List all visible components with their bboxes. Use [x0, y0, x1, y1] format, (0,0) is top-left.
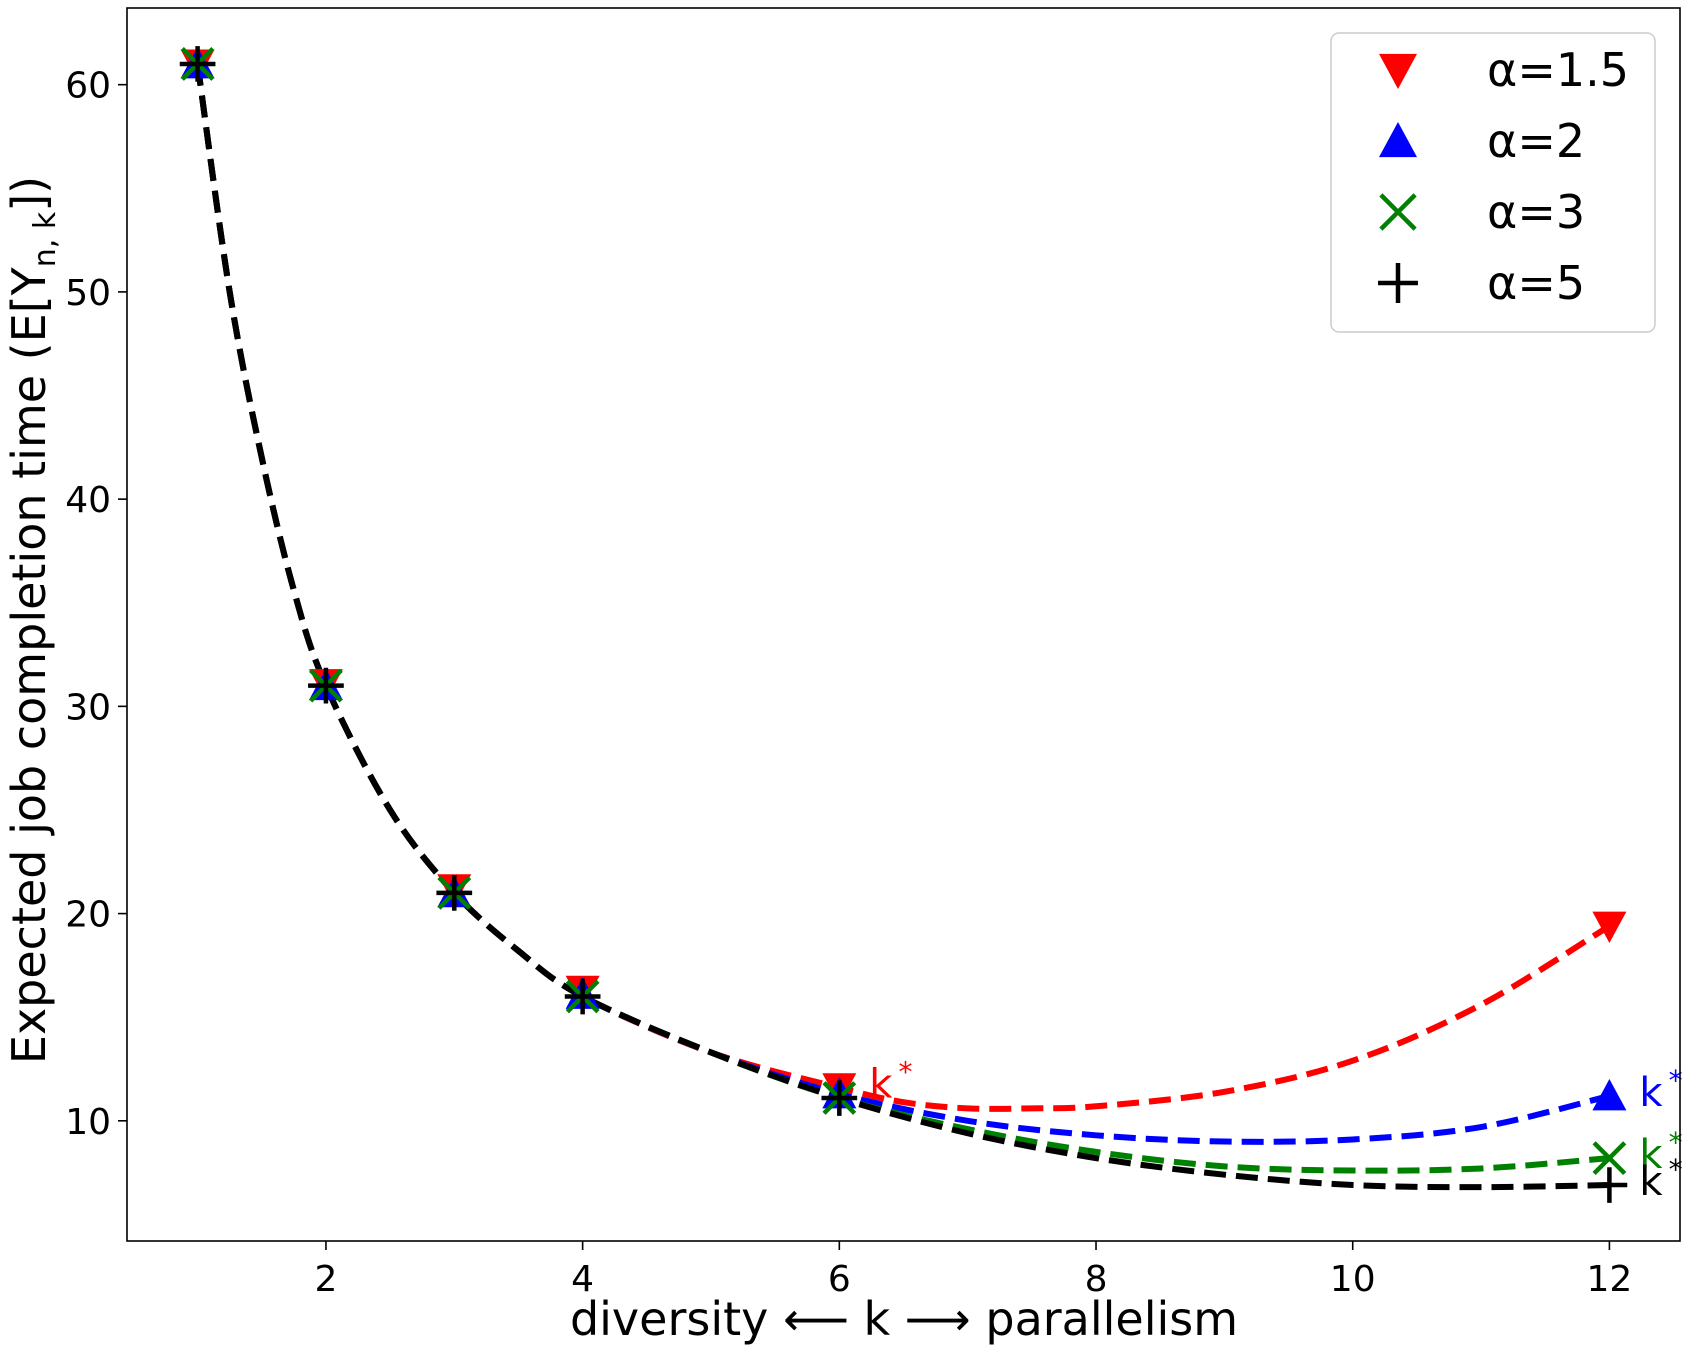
- x-tick-label-12: 12: [1587, 1259, 1633, 1300]
- y-tick-label-30: 30: [65, 687, 111, 728]
- kstar-annotation-letter: k: [1639, 1159, 1663, 1205]
- x-axis-ticks: 2 4 6 8 10 12: [314, 1241, 1632, 1300]
- kstar-annotation-2: k *: [1639, 1064, 1682, 1116]
- kstar-annotation-star: *: [1669, 1153, 1683, 1186]
- kstar-annotation-letter: k: [1639, 1132, 1663, 1178]
- y-axis-label-end: ]): [2, 176, 56, 212]
- legend-marker-3: [1379, 193, 1417, 231]
- legend-frame: [1330, 32, 1656, 333]
- plot-frame: [126, 7, 1681, 1242]
- curves-layer: [194, 63, 1611, 1191]
- data-point-series-4-k6: [821, 1080, 858, 1116]
- markers-layer: [179, 46, 1628, 1203]
- legend-label-4: α=5: [1487, 256, 1585, 310]
- y-tick-label-60: 60: [65, 66, 111, 107]
- y-axis-ticks: 10 20 30 40 50 60: [65, 66, 127, 1143]
- kstar-annotation-star: *: [1669, 1126, 1683, 1159]
- x-tick-label-8: 8: [1085, 1259, 1108, 1300]
- kstar-annotation-4: k *: [1639, 1153, 1682, 1205]
- data-point-series-4-k2: [308, 667, 344, 704]
- x-tick-label-2: 2: [314, 1259, 337, 1300]
- y-tick-label-10: 10: [65, 1102, 111, 1143]
- y-tick-label-20: 20: [65, 895, 111, 936]
- legend-label-1: α=1.5: [1487, 43, 1629, 97]
- kstar-annotation-star: *: [1669, 1064, 1683, 1097]
- x-tick-label-6: 6: [828, 1259, 851, 1300]
- legend-marker-4: [1378, 263, 1418, 303]
- x-tick-label-10: 10: [1330, 1259, 1376, 1300]
- x-tick-label-4: 4: [571, 1259, 594, 1300]
- legend-label-2: α=2: [1487, 114, 1585, 168]
- legend-entries: α=1.5 α=2 α=3 α=5: [1378, 43, 1629, 310]
- data-point-series-3-k12: [1592, 1141, 1627, 1176]
- kstar-annotation-1: k *: [869, 1056, 912, 1108]
- series-line-4: [194, 63, 1610, 1191]
- y-axis-label-subscript: n, k: [28, 211, 63, 267]
- y-axis-label: Expected job completion time (E[Yn, k]): [2, 176, 63, 1064]
- legend-marker-1: [1379, 53, 1417, 89]
- y-tick-label-40: 40: [65, 480, 111, 521]
- kstar-annotation-3: k *: [1639, 1126, 1682, 1178]
- y-tick-label-50: 50: [65, 273, 111, 314]
- data-point-series-4-k4: [564, 978, 601, 1015]
- kstar-annotation-letter: k: [869, 1062, 893, 1108]
- y-axis-label-main: Expected job completion time (E[Y: [2, 266, 56, 1064]
- data-point-series-4-k3: [436, 875, 473, 911]
- kstar-layer: k * k *k *k *: [869, 1056, 1682, 1205]
- data-point-series-1-k12: [1592, 911, 1627, 944]
- kstar-annotation-letter: k: [1639, 1070, 1663, 1116]
- data-point-series-4-k1: [179, 46, 216, 82]
- legend-marker-2: [1379, 122, 1417, 158]
- data-point-series-4-k12: [1591, 1167, 1628, 1203]
- kstar-annotation-star: *: [898, 1056, 912, 1089]
- legend-label-3: α=3: [1487, 185, 1585, 239]
- data-point-series-2-k12: [1592, 1078, 1627, 1111]
- legend: α=1.5 α=2 α=3 α=5: [1330, 32, 1656, 333]
- x-axis-label: diversity ⟵ k ⟶ parallelism: [570, 1292, 1238, 1346]
